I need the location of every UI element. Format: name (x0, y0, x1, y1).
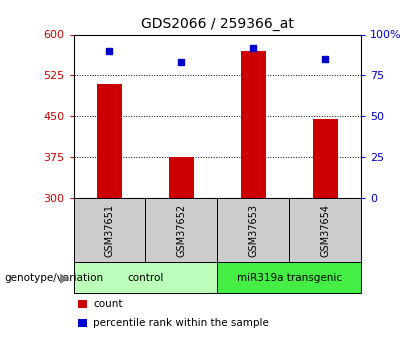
Text: GSM37654: GSM37654 (320, 204, 330, 257)
Text: GSM37653: GSM37653 (248, 204, 258, 257)
Title: GDS2066 / 259366_at: GDS2066 / 259366_at (141, 17, 294, 31)
Text: percentile rank within the sample: percentile rank within the sample (93, 318, 269, 328)
Text: count: count (93, 299, 123, 309)
Bar (169, 157, 194, 198)
Bar (241, 51, 266, 198)
Bar (97, 84, 122, 198)
Text: control: control (127, 273, 164, 283)
Text: GSM37651: GSM37651 (105, 204, 115, 257)
Text: miR319a transgenic: miR319a transgenic (237, 273, 342, 283)
Text: genotype/variation: genotype/variation (4, 273, 103, 283)
Text: ▶: ▶ (60, 271, 70, 284)
Text: GSM37652: GSM37652 (176, 204, 186, 257)
Bar (312, 119, 338, 198)
